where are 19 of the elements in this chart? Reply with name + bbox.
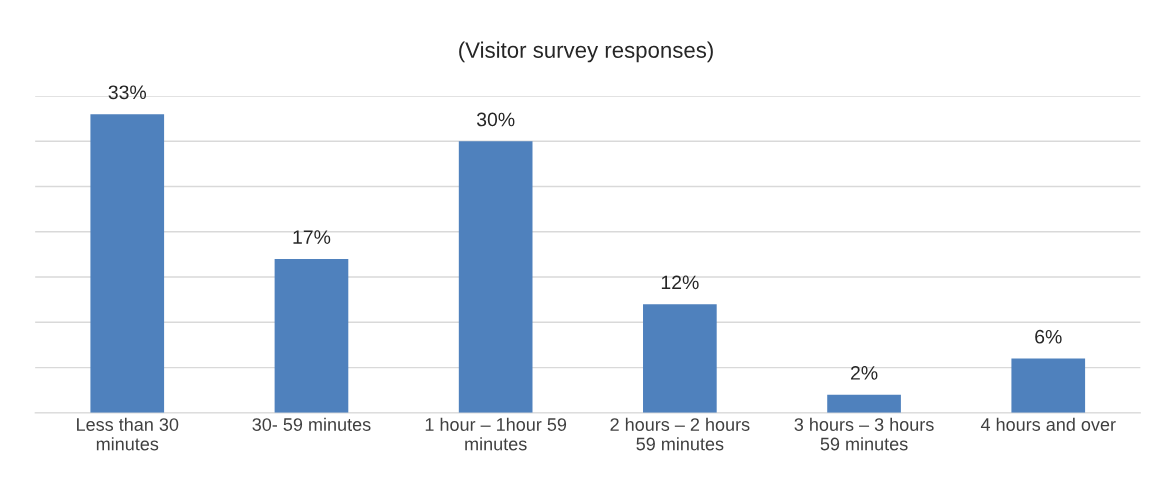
chart-title: (Visitor survey responses) bbox=[459, 41, 713, 63]
data-label: 12% bbox=[661, 275, 699, 290]
x-tick-label: 2 hours – 2 hours 59 minutes bbox=[610, 417, 750, 451]
x-tick-label: 3 hours – 3 hours 59 minutes bbox=[794, 417, 934, 451]
x-tick-label: 30- 59 minutes bbox=[252, 417, 371, 431]
data-label: 17% bbox=[293, 230, 331, 244]
bar bbox=[1011, 358, 1086, 413]
data-label: 6% bbox=[1035, 329, 1062, 344]
bar bbox=[458, 141, 533, 413]
x-tick-label: 4 hours and over bbox=[980, 417, 1116, 431]
data-label: 30% bbox=[476, 112, 515, 127]
x-tick-label: Less than 30 minutes bbox=[77, 417, 179, 451]
bar bbox=[643, 304, 717, 413]
bar bbox=[274, 258, 349, 413]
data-label: 2% bbox=[850, 366, 878, 380]
bar bbox=[90, 114, 165, 413]
data-label: 33% bbox=[108, 85, 147, 100]
x-tick-label: 1 hour – 1hour 59 minutes bbox=[425, 417, 567, 451]
bar bbox=[827, 394, 901, 413]
